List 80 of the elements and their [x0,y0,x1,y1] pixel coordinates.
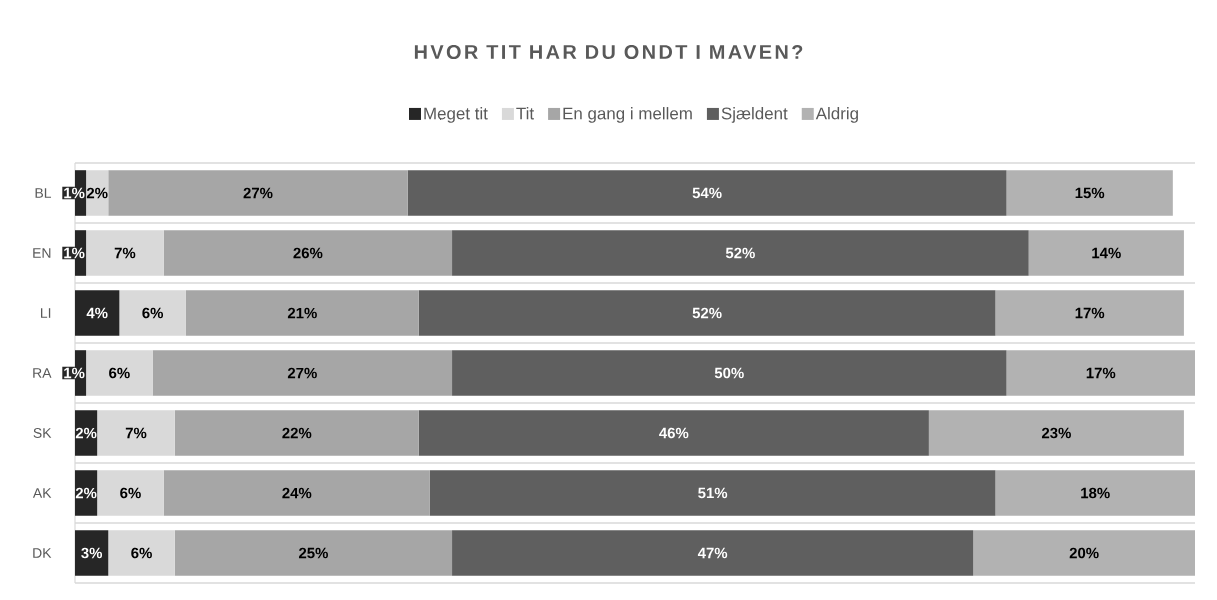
bar [75,290,120,336]
data-label: 1% [64,367,85,379]
data-label: 17% [1075,307,1105,319]
bar [163,230,453,276]
y-tick-label: LI [41,308,51,318]
bar [163,470,430,516]
data-label: 20% [1069,547,1099,559]
data-label: 27% [287,367,317,379]
bar [1006,350,1196,396]
bar [1006,170,1173,216]
bar [452,350,1007,396]
data-label: 54% [692,187,722,199]
data-label: 21% [287,307,317,319]
data-label: 6% [109,367,130,379]
data-label: 47% [697,547,728,559]
bar [75,530,109,576]
bar [452,530,974,576]
data-label: 51% [698,487,728,499]
bar [75,470,98,516]
data-label: 6% [142,307,164,319]
bar [1028,230,1184,276]
data-label: 18% [1081,487,1110,499]
legend-label: Tit [516,107,534,120]
chart-title: HVOR TIT HAR DU ONDT I MAVEN? [414,44,803,60]
y-tick-label: AK [32,488,52,498]
bar [185,290,419,336]
data-label: 2% [75,427,97,439]
data-label: 52% [725,247,755,259]
bar [418,410,929,456]
bar [418,290,996,336]
bar [86,230,164,276]
data-label: 6% [120,487,141,499]
bar [174,410,419,456]
data-label: 50% [714,367,744,379]
bar [152,350,453,396]
data-label: 26% [293,247,323,259]
bar [86,170,109,216]
data-label: 3% [81,547,103,559]
legend-label: En gang i mellem [563,107,692,123]
bar [973,530,1196,576]
bar [86,350,153,396]
data-label: 52% [692,307,722,319]
bar [174,530,453,576]
y-tick-label: EN [33,248,51,258]
data-label: 6% [131,547,152,559]
y-tick-label: BL [35,188,52,198]
bar [97,470,164,516]
bar [928,410,1184,456]
legend-label: Meget tit [424,107,488,123]
bar [407,170,1007,216]
data-label: 15% [1075,187,1105,199]
y-tick-label: DK [33,548,52,558]
data-label: 7% [125,427,147,439]
legend-label: Sjældent [721,107,788,123]
bar [995,470,1196,516]
bar [97,410,175,456]
data-label: 4% [86,307,108,319]
bar [429,470,996,516]
data-label: 27% [243,187,273,199]
data-label: 25% [298,547,328,559]
bar [75,410,98,456]
data-label: 46% [659,427,689,439]
data-label: 17% [1086,367,1116,379]
data-label: 14% [1092,247,1121,259]
bar [108,530,175,576]
data-label: 7% [114,247,136,259]
data-label: 2% [86,187,108,199]
data-label: 24% [282,487,312,499]
bar [108,170,408,216]
bar [995,290,1184,336]
data-label: 23% [1041,427,1071,439]
legend-label: Aldrig [815,107,858,123]
data-label: 22% [282,427,312,439]
data-label: 1% [64,247,85,259]
bar [452,230,1029,276]
y-tick-label: RA [33,368,52,378]
bar [119,290,186,336]
y-tick-label: SK [33,428,52,438]
data-label: 2% [75,487,97,499]
data-label: 1% [64,187,85,199]
